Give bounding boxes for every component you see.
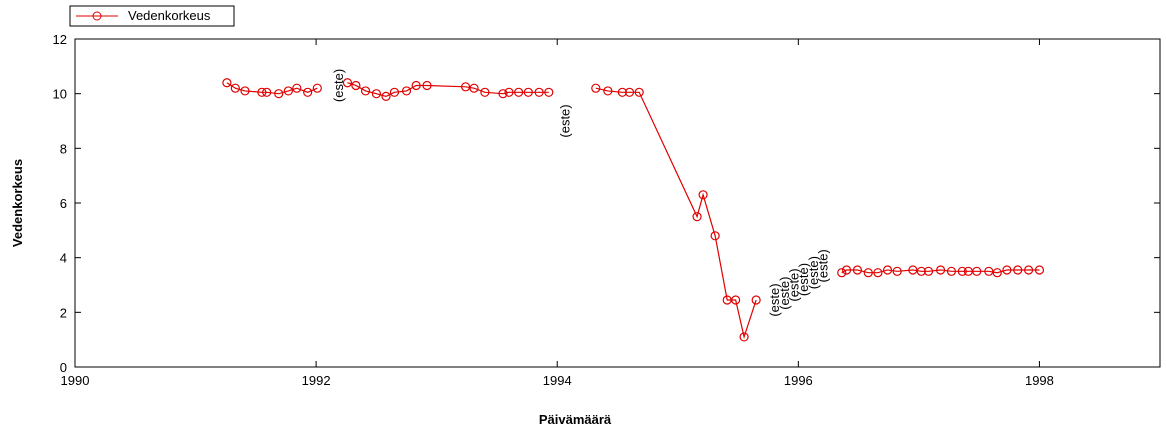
y-tick-label: 4	[60, 251, 67, 266]
y-tick-label: 12	[53, 32, 67, 47]
data-point	[923, 266, 934, 276]
data-point	[852, 265, 863, 275]
data-point	[514, 87, 524, 97]
data-point	[916, 266, 926, 276]
data-point	[312, 83, 322, 93]
annotation: (este)	[806, 256, 821, 289]
data-point	[841, 265, 852, 275]
data-point	[617, 87, 627, 97]
data-point	[292, 83, 302, 93]
data-point	[240, 86, 250, 96]
data-point	[731, 295, 741, 305]
y-tick-label: 0	[60, 360, 67, 375]
data-point	[274, 89, 284, 99]
x-tick-label: 1998	[1025, 373, 1054, 388]
data-point	[342, 78, 353, 88]
x-axis-label: Päivämäärä	[539, 412, 612, 427]
data-point	[751, 295, 761, 305]
data-point	[692, 212, 702, 222]
data-point	[360, 86, 371, 96]
data-point	[873, 268, 883, 278]
data-point	[461, 82, 471, 92]
plot-frame	[74, 38, 1161, 368]
data-point	[534, 87, 544, 97]
annotation: (este)	[767, 283, 782, 316]
x-tick-label: 1994	[543, 373, 572, 388]
data-point	[523, 87, 533, 97]
data-point	[303, 87, 313, 97]
x-tick-label: 1990	[61, 373, 90, 388]
data-point	[624, 87, 635, 97]
data-point	[935, 265, 946, 275]
data-point	[698, 190, 708, 200]
y-tick-label: 6	[60, 196, 67, 211]
data-point	[371, 89, 381, 99]
data-point	[908, 265, 918, 275]
data-point	[411, 80, 421, 91]
data-point	[984, 266, 994, 276]
data-point	[634, 87, 644, 97]
data-point	[1013, 265, 1023, 275]
data-point	[504, 87, 514, 97]
data-point	[230, 83, 240, 93]
data-point	[283, 86, 293, 96]
data-point	[892, 266, 902, 276]
data-point	[1023, 265, 1034, 275]
data-point	[591, 83, 601, 93]
x-tick-label: 1996	[784, 373, 813, 388]
annotation: (este)	[796, 263, 811, 296]
data-point	[498, 89, 508, 99]
data-point	[837, 268, 847, 278]
data-point	[544, 87, 554, 97]
data-point	[222, 78, 232, 88]
series-line	[226, 82, 1040, 340]
data-point	[946, 266, 957, 276]
data-point	[257, 87, 267, 97]
data-point	[739, 332, 749, 342]
data-point	[972, 266, 982, 276]
data-point	[351, 80, 361, 91]
data-point	[1034, 265, 1045, 275]
x-tick-label: 1992	[302, 373, 331, 388]
data-point	[469, 83, 479, 93]
data-point	[480, 87, 490, 97]
y-tick-label: 10	[53, 87, 67, 102]
data-point	[882, 265, 893, 275]
data-point	[863, 268, 873, 278]
annotation: (este)	[815, 249, 830, 282]
annotation: (este)	[331, 69, 346, 102]
data-point	[957, 266, 967, 276]
data-point	[401, 86, 412, 96]
annotation: (este)	[557, 104, 572, 137]
legend-box	[69, 5, 235, 27]
annotation: (este)	[787, 268, 802, 301]
data-point	[262, 87, 272, 97]
data-point	[422, 80, 432, 91]
data-point	[381, 91, 391, 102]
data-point	[710, 231, 720, 241]
data-point	[992, 268, 1002, 278]
legend-label: Vedenkorkeus	[128, 8, 211, 23]
y-tick-label: 2	[60, 305, 67, 320]
annotation: (este)	[777, 277, 792, 310]
y-tick-label: 8	[60, 141, 67, 156]
data-point	[389, 87, 400, 97]
data-point	[1002, 265, 1012, 275]
data-point	[603, 86, 613, 96]
y-axis-label: Vedenkorkeus	[10, 159, 25, 247]
legend-marker	[92, 11, 102, 21]
